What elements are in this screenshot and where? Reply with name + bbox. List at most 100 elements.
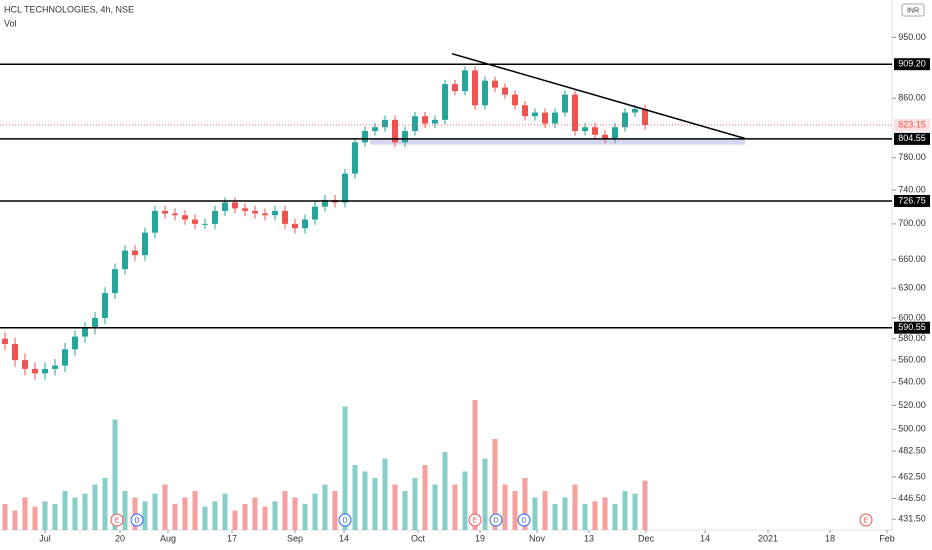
candle-body <box>352 142 358 174</box>
last-price-label: 823.15 <box>898 119 926 129</box>
level-box <box>894 58 930 71</box>
candle-body <box>322 199 328 207</box>
candle-body <box>192 219 198 224</box>
candle-body <box>542 112 548 124</box>
candle-body <box>592 127 598 135</box>
level-box <box>894 132 930 145</box>
event-label[interactable]: E <box>864 517 869 524</box>
x-tick-label: 14 <box>700 533 710 543</box>
volume-bar <box>102 478 108 530</box>
candle-body <box>552 112 558 124</box>
y-tick-label: 431.50 <box>898 514 926 524</box>
event-marker[interactable] <box>338 513 352 527</box>
volume-bar <box>122 491 128 530</box>
level-box <box>894 321 930 334</box>
candle-body <box>102 293 108 318</box>
x-tick-label: 13 <box>584 533 594 543</box>
volume-bar <box>22 497 28 530</box>
y-tick-label: 780.00 <box>898 152 926 162</box>
volume-bar <box>202 506 208 530</box>
volume-bar <box>252 497 258 530</box>
candle-body <box>62 349 68 366</box>
candle-body <box>482 80 488 106</box>
level-label: 804.55 <box>898 133 926 143</box>
x-tick-label: 2021 <box>758 533 778 543</box>
candle-body <box>292 223 298 229</box>
volume-bar <box>362 471 368 530</box>
candle-body <box>562 94 568 113</box>
candle-body <box>32 368 38 374</box>
candle-body <box>472 70 478 106</box>
event-marker[interactable] <box>489 513 503 527</box>
volume-bar <box>532 497 538 530</box>
x-tick-label: 14 <box>339 533 349 543</box>
volume-bar <box>292 497 298 530</box>
candle-body <box>22 360 28 369</box>
candle-body <box>282 210 288 224</box>
volume-bar <box>72 497 78 530</box>
event-label[interactable]: D <box>493 517 498 524</box>
volume-bar <box>502 484 508 530</box>
candle-body <box>522 105 528 117</box>
currency[interactable]: INR <box>907 7 919 14</box>
volume-bar <box>482 458 488 530</box>
support-zone <box>370 138 745 145</box>
event-label[interactable]: D <box>134 517 139 524</box>
volume-bar <box>132 497 138 530</box>
event-label[interactable]: E <box>473 517 478 524</box>
event-marker[interactable] <box>130 513 144 527</box>
volume-bar <box>82 493 88 530</box>
candle-body <box>152 210 158 233</box>
volume-bar <box>232 510 238 530</box>
y-tick-label: 560.00 <box>898 354 926 364</box>
y-tick-label: 600.00 <box>898 312 926 322</box>
candle-body <box>92 317 98 329</box>
y-tick-label: 950.00 <box>898 32 926 42</box>
candle-body <box>142 232 148 256</box>
event-marker[interactable] <box>468 513 482 527</box>
volume-bar <box>212 501 218 530</box>
candle-body <box>362 130 368 143</box>
event-marker[interactable] <box>859 513 873 527</box>
volume-bar <box>92 484 98 530</box>
y-tick-label: 660.00 <box>898 254 926 264</box>
volume-bar <box>462 471 468 530</box>
event-marker[interactable] <box>110 513 124 527</box>
y-tick-label: 700.00 <box>898 218 926 228</box>
level-box <box>894 194 930 207</box>
volume-bar <box>302 504 308 530</box>
volume-bar <box>562 497 568 530</box>
volume-bar <box>322 484 328 530</box>
event-label[interactable]: D <box>521 517 526 524</box>
x-tick-label: Feb <box>879 533 895 543</box>
last-price-box <box>894 118 930 131</box>
x-tick-label: Sep <box>287 533 303 543</box>
volume-bar <box>412 478 418 530</box>
volume-bar <box>582 504 588 530</box>
x-tick-label: Aug <box>160 533 176 543</box>
volume-bar <box>622 491 628 530</box>
candle-body <box>582 127 588 131</box>
event-label[interactable]: E <box>115 517 120 524</box>
candle-body <box>392 119 398 143</box>
volume-bar <box>592 501 598 530</box>
volume-bar <box>352 465 358 530</box>
volume-label: Vol <box>4 18 17 28</box>
y-tick-label: 580.00 <box>898 333 926 343</box>
currency-box[interactable] <box>901 3 925 17</box>
candle-body <box>72 336 78 350</box>
event-marker[interactable] <box>517 513 531 527</box>
y-tick-label: 520.00 <box>898 400 926 410</box>
volume-bar <box>602 497 608 530</box>
candle-body <box>252 210 258 214</box>
event-label[interactable]: D <box>342 517 347 524</box>
candle-body <box>442 84 448 120</box>
volume-bar <box>172 504 178 530</box>
candle-body <box>572 94 578 131</box>
candle-body <box>402 130 408 143</box>
x-tick-label: Nov <box>529 533 546 543</box>
volume-bar <box>402 491 408 530</box>
volume-bar <box>42 501 48 530</box>
candle-body <box>612 127 618 139</box>
candle-body <box>52 365 58 369</box>
